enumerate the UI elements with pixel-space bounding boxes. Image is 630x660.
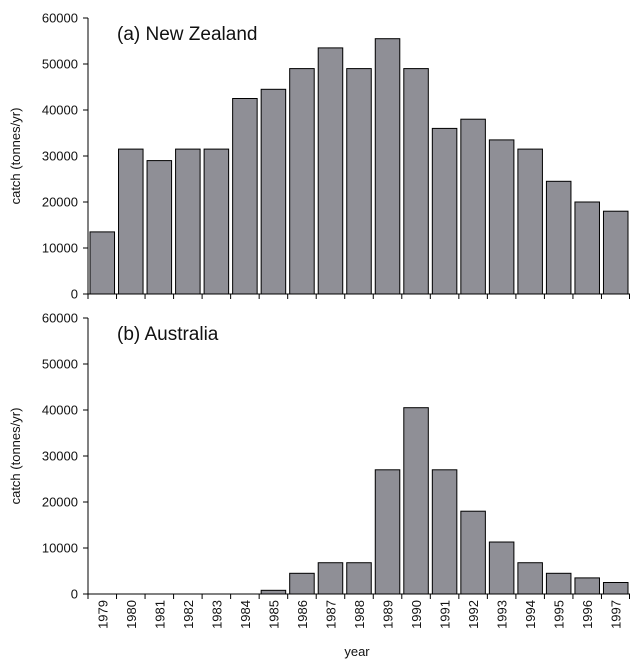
y-tick-label: 10000 [42,241,78,256]
bar-1996 [574,577,600,595]
y-tick-label: 50000 [42,57,78,72]
y-tick-label: 60000 [42,11,78,26]
x-tick-label: 1990 [409,600,424,629]
bar-1986 [289,572,315,595]
bar-1985 [260,88,287,295]
x-tick-label: 1983 [209,600,224,629]
bar-1996 [574,201,600,295]
bar-1988 [346,68,372,295]
bar-1995 [545,180,572,295]
x-tick-label: 1981 [152,600,167,629]
x-tick-label: 1985 [266,600,281,629]
chart-title: (a) New Zealand [117,24,257,45]
bar-1986 [289,68,315,295]
x-tick-label: 1988 [352,600,367,629]
x-tick-label: 1993 [495,600,510,629]
x-axis-label: year [344,644,370,659]
y-tick-label: 20000 [42,195,78,210]
x-tick-label: 1984 [238,600,253,629]
chart-title: (b) Australia [117,324,219,345]
panel-new-zealand: 0 10000 20000 30000 40000 50000 60000 catch (to… [8,11,630,302]
bar-1992 [460,118,486,295]
x-tick-label: 1994 [523,600,538,629]
y-tick-label: 40000 [42,103,78,118]
x-tick-label: 1992 [466,600,481,629]
bar-1994 [517,562,543,595]
x-tick-label: 1987 [323,600,338,629]
bar-1992 [460,510,486,595]
bar-1990 [403,68,429,295]
bar-1987 [317,47,344,295]
bar-1988 [346,562,372,595]
y-axis-label: catch (tonnes/yr) [8,108,23,205]
x-tick-label: 1996 [580,600,595,629]
x-tick-label: 1997 [609,600,624,629]
x-tick-label: 1986 [295,600,310,629]
y-tick-label: 20000 [42,495,78,510]
bar-1991 [431,127,458,295]
bar-1989 [374,469,401,595]
bar-1979 [89,231,116,295]
bar-1994 [517,148,543,295]
y-tick-label: 60000 [42,311,78,326]
panel-australia: 0 10000 20000 30000 40000 50000 60000 catch (to… [8,311,630,629]
x-tick-label: 1980 [124,600,139,629]
bar-1997 [602,210,629,295]
bar-1987 [317,562,344,595]
bar-1984 [232,98,258,295]
x-tick-label: 1982 [181,600,196,629]
x-tick-label: 1995 [552,600,567,629]
y-tick-label: 0 [71,287,78,302]
bar-1982 [175,148,201,295]
bar-1993 [488,139,515,295]
x-tick-label: 1991 [438,600,453,629]
y-tick-label: 40000 [42,403,78,418]
bar-1983 [203,148,230,295]
bar-1993 [488,541,515,595]
bar-1997 [602,582,629,595]
bar-1980 [118,148,144,295]
y-tick-label: 0 [71,587,78,602]
bar-1981 [146,160,173,295]
y-tick-label: 10000 [42,541,78,556]
y-tick-label: 50000 [42,357,78,372]
bar-1995 [545,572,572,595]
bar-1985 [260,589,287,595]
bar-1989 [374,38,401,295]
bar-1991 [431,469,458,595]
y-tick-label: 30000 [42,149,78,164]
x-tick-label: 1979 [95,600,110,629]
y-tick-label: 30000 [42,449,78,464]
y-axis-label: catch (tonnes/yr) [8,408,23,505]
bar-1990 [403,407,429,595]
x-tick-label: 1989 [381,600,396,629]
